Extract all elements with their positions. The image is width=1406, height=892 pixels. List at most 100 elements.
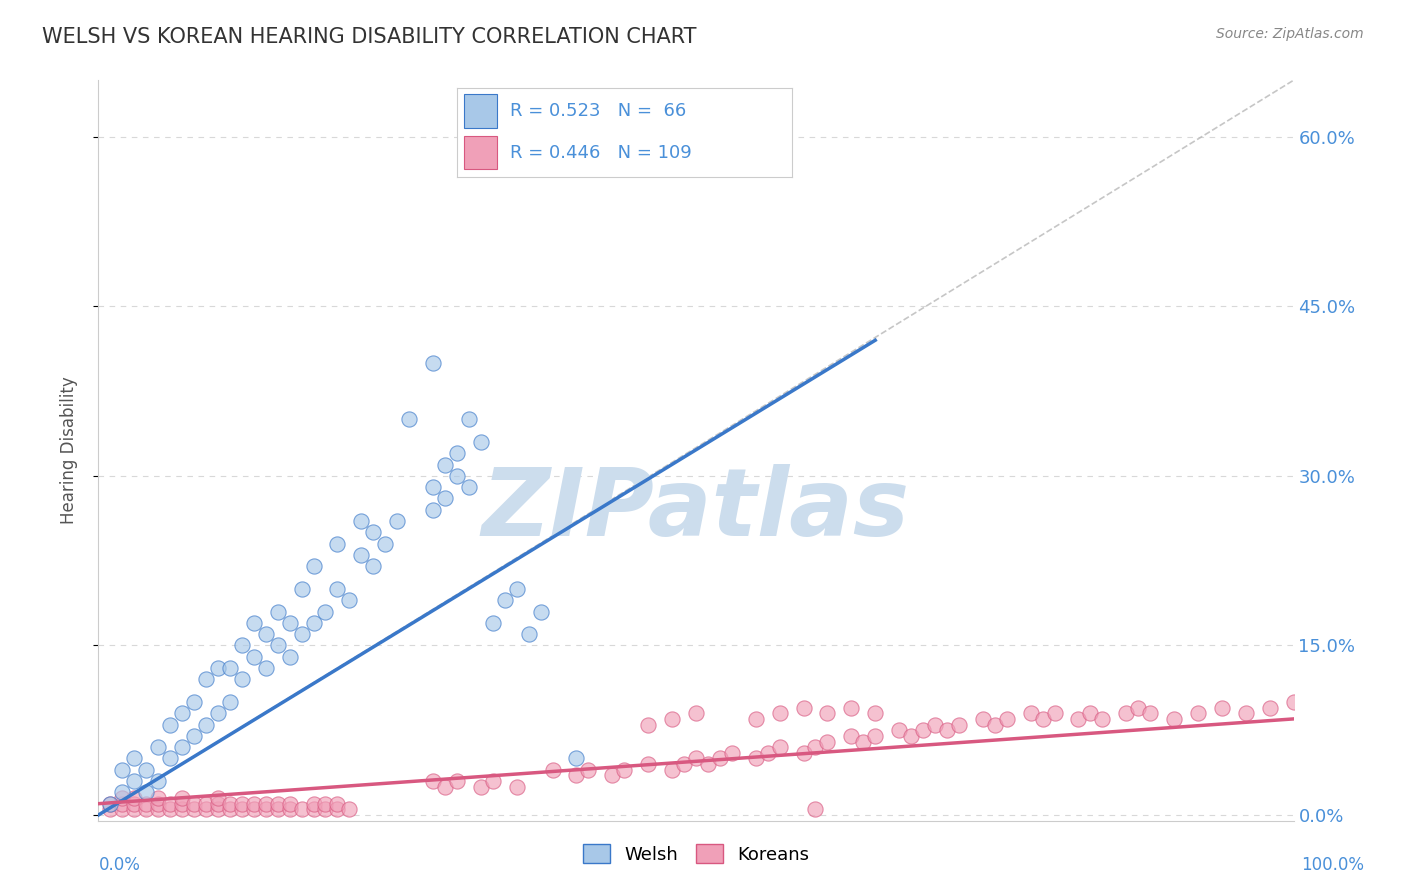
- Point: [385, 514, 409, 528]
- Point: [458, 412, 481, 426]
- Point: [148, 791, 170, 805]
- Point: [697, 757, 720, 772]
- Point: [565, 768, 588, 782]
- Point: [135, 802, 157, 816]
- Point: [183, 802, 205, 816]
- Point: [446, 469, 468, 483]
- Point: [195, 673, 218, 687]
- Point: [1115, 706, 1137, 721]
- Point: [326, 802, 349, 816]
- Point: [936, 723, 959, 738]
- Point: [243, 802, 266, 816]
- Point: [889, 723, 911, 738]
- Point: [541, 763, 564, 777]
- Point: [530, 605, 553, 619]
- Point: [302, 559, 325, 574]
- Point: [804, 740, 827, 755]
- Point: [302, 802, 325, 816]
- Point: [243, 797, 266, 811]
- Point: [291, 582, 314, 596]
- Point: [793, 700, 815, 714]
- Point: [135, 763, 157, 777]
- Point: [148, 774, 170, 789]
- Point: [207, 661, 229, 675]
- Point: [815, 734, 838, 748]
- Text: WELSH VS KOREAN HEARING DISABILITY CORRELATION CHART: WELSH VS KOREAN HEARING DISABILITY CORRE…: [42, 27, 697, 46]
- Point: [446, 446, 468, 460]
- Point: [984, 717, 1007, 731]
- Point: [219, 695, 242, 709]
- Point: [243, 649, 266, 664]
- Point: [124, 791, 146, 805]
- Point: [613, 763, 636, 777]
- Point: [422, 480, 444, 494]
- Point: [1091, 712, 1114, 726]
- Legend: Welsh, Koreans: Welsh, Koreans: [575, 837, 817, 871]
- Point: [470, 434, 492, 449]
- Point: [434, 458, 457, 472]
- Text: Source: ZipAtlas.com: Source: ZipAtlas.com: [1216, 27, 1364, 41]
- Point: [231, 639, 253, 653]
- Point: [948, 717, 970, 731]
- Point: [267, 639, 290, 653]
- Point: [815, 706, 838, 721]
- Point: [254, 627, 277, 641]
- Point: [745, 712, 768, 726]
- Point: [195, 802, 218, 816]
- Point: [422, 356, 444, 370]
- Text: 100.0%: 100.0%: [1301, 856, 1364, 874]
- Point: [637, 757, 659, 772]
- Point: [768, 706, 790, 721]
- Point: [398, 412, 420, 426]
- Point: [207, 797, 229, 811]
- Point: [363, 559, 385, 574]
- Point: [267, 802, 290, 816]
- Point: [506, 582, 529, 596]
- Point: [207, 706, 229, 721]
- Point: [481, 615, 505, 630]
- Point: [602, 768, 624, 782]
- Point: [494, 593, 516, 607]
- Point: [709, 751, 731, 765]
- Point: [1234, 706, 1257, 721]
- Point: [278, 797, 301, 811]
- Point: [326, 797, 349, 811]
- Point: [315, 605, 337, 619]
- Point: [517, 627, 540, 641]
- Point: [768, 740, 790, 755]
- Point: [1043, 706, 1066, 721]
- Point: [159, 717, 181, 731]
- Point: [637, 717, 659, 731]
- Point: [219, 797, 242, 811]
- Point: [124, 774, 146, 789]
- Point: [254, 661, 277, 675]
- Point: [1019, 706, 1042, 721]
- Point: [721, 746, 744, 760]
- Point: [852, 734, 875, 748]
- Point: [911, 723, 934, 738]
- Point: [111, 797, 134, 811]
- Point: [111, 785, 134, 799]
- Point: [302, 615, 325, 630]
- Point: [422, 774, 444, 789]
- Point: [1187, 706, 1209, 721]
- Point: [183, 797, 205, 811]
- Text: ZIPatlas: ZIPatlas: [482, 464, 910, 556]
- Point: [1080, 706, 1102, 721]
- Point: [578, 763, 600, 777]
- Point: [195, 797, 218, 811]
- Point: [267, 797, 290, 811]
- Point: [231, 673, 253, 687]
- Point: [434, 491, 457, 506]
- Point: [1032, 712, 1054, 726]
- Point: [865, 706, 887, 721]
- Point: [841, 729, 863, 743]
- Point: [267, 605, 290, 619]
- Point: [326, 582, 349, 596]
- Point: [350, 548, 373, 562]
- Point: [278, 802, 301, 816]
- Point: [315, 797, 337, 811]
- Point: [565, 751, 588, 765]
- Point: [924, 717, 946, 731]
- Point: [302, 797, 325, 811]
